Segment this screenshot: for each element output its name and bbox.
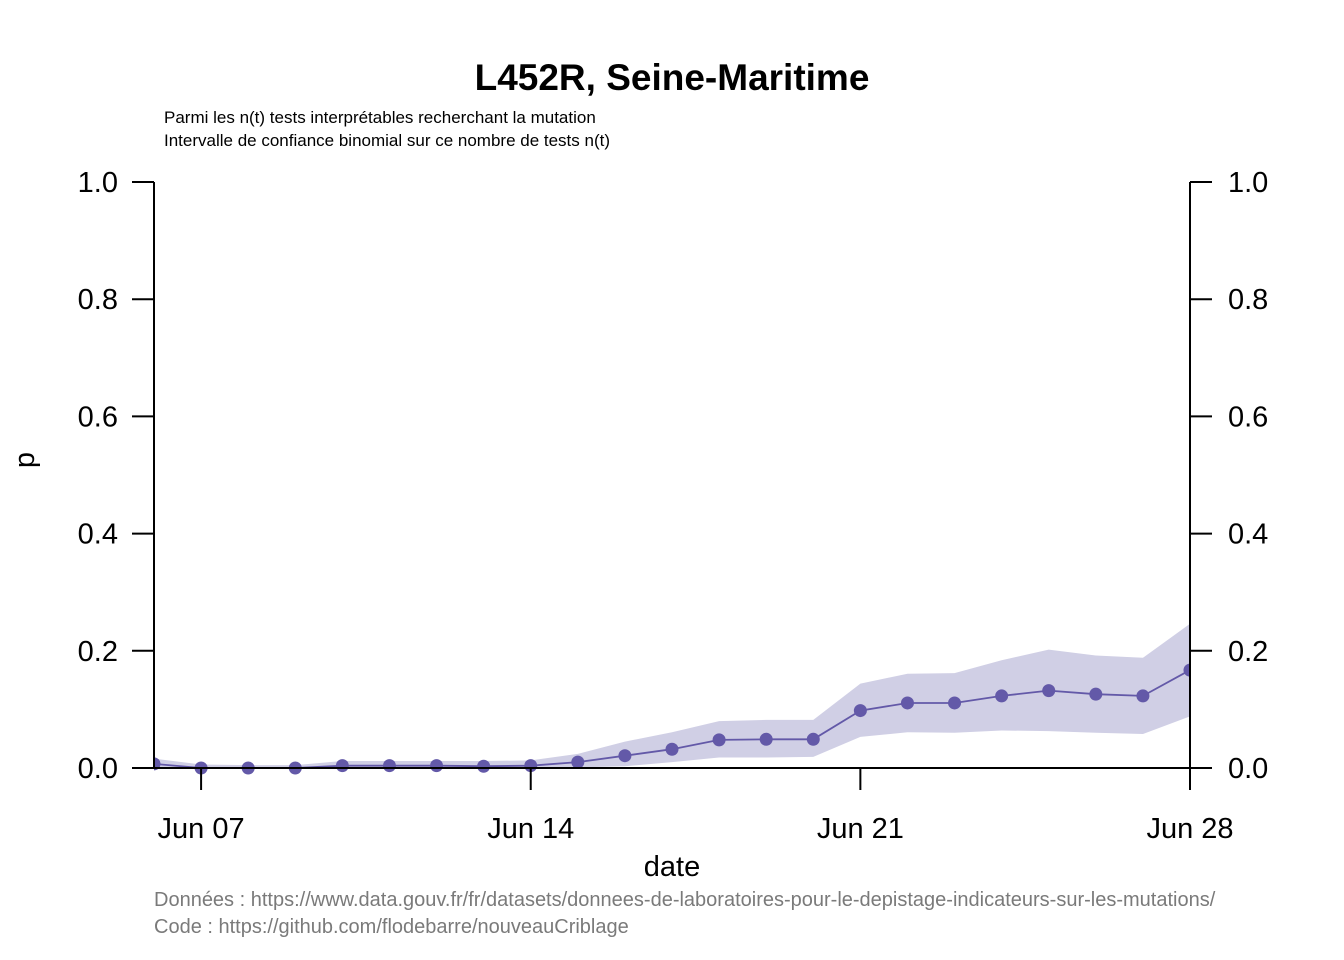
data-point [1183,663,1190,677]
data-point [382,759,396,773]
data-source-line: Données : https://www.data.gouv.fr/fr/da… [154,889,1216,911]
x-tick-label: Jun 07 [158,813,245,845]
axes: 0.0 0.2 0.4 0.6 0.8 1.0 0.0 0.2 0.4 0.6 0.8 1.0 Ju… [78,167,1269,845]
right-y-tick-label: 0.6 [1228,401,1268,433]
chart-subtitle-line-2: Intervalle de confiance binomial sur ce … [164,131,610,150]
right-y-tick-label: 1.0 [1228,167,1268,199]
x-ticks: Jun 07 Jun 14 Jun 21 Jun 28 [158,768,1234,845]
x-tick-label: Jun 21 [817,813,904,845]
data-point [571,755,585,769]
data-point [1042,684,1056,698]
data-point [618,749,632,763]
y-tick-label: 0.8 [78,284,118,316]
chart-title: L452R, Seine-Maritime [475,57,870,98]
x-tick-label: Jun 28 [1146,813,1233,845]
data-point [948,696,962,710]
right-y-tick-label: 0.0 [1228,753,1268,785]
data-point [759,732,773,746]
data-point [335,759,349,773]
right-y-ticks: 0.0 0.2 0.4 0.6 0.8 1.0 [1190,167,1268,785]
data-point [806,732,820,746]
y-tick-label: 0.2 [78,636,118,668]
y-axis-label: p [9,452,41,468]
confidence-band [154,623,1190,768]
data-point [430,759,444,773]
data-point [900,696,914,710]
data-point [665,742,679,756]
left-y-ticks: 0.0 0.2 0.4 0.6 0.8 1.0 [78,167,154,785]
data-point [1089,687,1103,701]
y-tick-label: 1.0 [78,167,118,199]
data-point [477,759,491,773]
data-point [1136,689,1150,703]
y-tick-label: 0.6 [78,401,118,433]
data-point [995,689,1009,703]
chart-subtitle-line-1: Parmi les n(t) tests interprétables rech… [164,108,596,127]
plot-area [154,623,1190,775]
x-tick-label: Jun 14 [487,813,574,845]
confidence-band-layer [154,623,1190,768]
data-point [853,704,867,718]
code-source-line: Code : https://github.com/flodebarre/nou… [154,916,629,938]
data-point [712,733,726,747]
right-y-tick-label: 0.2 [1228,636,1268,668]
x-axis-label: date [644,851,700,883]
y-tick-label: 0.0 [78,753,118,785]
right-y-tick-label: 0.4 [1228,519,1268,551]
y-tick-label: 0.4 [78,519,118,551]
right-y-tick-label: 0.8 [1228,284,1268,316]
